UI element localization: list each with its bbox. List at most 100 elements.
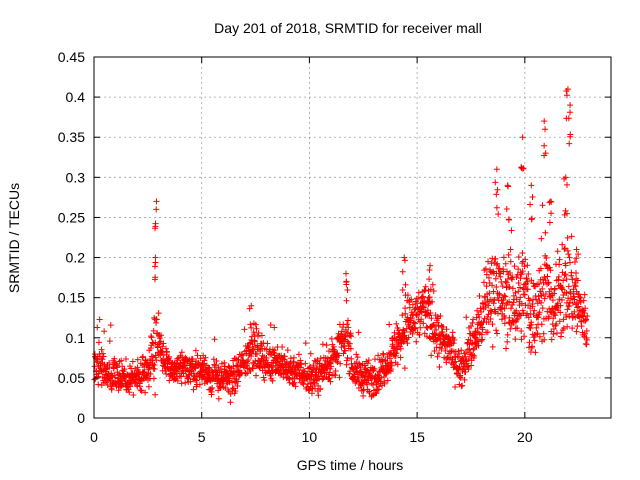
- data-point: [346, 340, 353, 347]
- data-point: [125, 386, 132, 393]
- data-point: [337, 360, 344, 367]
- data-point: [386, 367, 393, 374]
- data-point: [342, 334, 349, 341]
- data-point: [565, 115, 572, 122]
- data-point: [171, 370, 178, 377]
- data-point: [539, 202, 546, 209]
- data-point: [297, 357, 304, 364]
- data-point: [310, 362, 317, 369]
- data-point: [291, 379, 298, 386]
- data-point: [507, 325, 514, 332]
- data-point: [359, 380, 366, 387]
- data-point: [484, 313, 491, 320]
- data-point: [462, 369, 469, 376]
- chart-title: Day 201 of 2018, SRMTID for receiver mal…: [214, 20, 482, 36]
- data-point: [458, 347, 465, 354]
- data-point: [430, 321, 437, 328]
- data-point: [442, 347, 449, 354]
- data-point: [525, 314, 532, 321]
- data-point: [492, 275, 499, 282]
- data-point: [345, 324, 352, 331]
- data-point: [295, 351, 302, 358]
- data-point: [401, 365, 408, 372]
- data-point: [485, 302, 492, 309]
- data-point: [302, 360, 309, 367]
- data-point: [474, 307, 481, 314]
- data-point: [261, 377, 268, 384]
- data-point: [548, 336, 555, 343]
- data-point: [255, 330, 262, 337]
- data-point: [425, 287, 432, 294]
- data-point: [581, 291, 588, 298]
- data-point: [402, 305, 409, 312]
- data-point: [113, 383, 120, 390]
- data-point: [151, 263, 158, 270]
- data-point: [365, 357, 372, 364]
- data-point: [373, 390, 380, 397]
- data-point: [415, 295, 422, 302]
- data-point: [533, 324, 540, 331]
- data-point: [528, 182, 535, 189]
- data-point: [538, 299, 545, 306]
- data-point: [260, 357, 267, 364]
- data-point: [317, 385, 324, 392]
- data-point: [344, 321, 351, 328]
- x-tick-label: 5: [198, 429, 206, 445]
- data-point: [416, 331, 423, 338]
- data-point: [488, 260, 495, 267]
- data-point: [150, 375, 157, 382]
- data-point: [360, 392, 367, 399]
- data-point: [516, 311, 523, 318]
- data-point: [519, 268, 526, 275]
- data-point: [514, 315, 521, 322]
- data-point: [560, 325, 567, 332]
- y-tick-label: 0.35: [58, 129, 85, 145]
- data-point: [147, 370, 154, 377]
- data-point: [457, 375, 464, 382]
- data-point: [562, 245, 569, 252]
- data-point: [529, 343, 536, 350]
- data-point: [98, 346, 105, 353]
- data-point: [500, 297, 507, 304]
- data-point: [521, 263, 528, 270]
- data-point: [545, 279, 552, 286]
- data-point: [539, 285, 546, 292]
- data-point: [557, 309, 564, 316]
- data-point: [547, 267, 554, 274]
- data-point: [547, 292, 554, 299]
- data-point: [249, 347, 256, 354]
- data-point: [134, 356, 141, 363]
- data-point: [489, 343, 496, 350]
- data-point: [130, 392, 137, 399]
- data-point: [152, 274, 159, 281]
- data-point: [536, 333, 543, 340]
- data-point: [581, 310, 588, 317]
- data-point: [250, 346, 257, 353]
- data-point: [496, 291, 503, 298]
- data-point: [545, 313, 552, 320]
- data-point: [112, 361, 119, 368]
- data-point: [394, 361, 401, 368]
- data-point: [202, 354, 209, 361]
- data-point: [526, 339, 533, 346]
- data-point: [409, 301, 416, 308]
- data-point: [334, 359, 341, 366]
- data-point: [547, 308, 554, 315]
- data-point: [401, 254, 408, 261]
- data-point: [508, 305, 515, 312]
- data-point: [354, 354, 361, 361]
- data-point: [239, 352, 246, 359]
- data-point: [521, 333, 528, 340]
- data-point: [465, 366, 472, 373]
- data-point: [263, 354, 270, 361]
- data-point: [429, 322, 436, 329]
- data-point: [494, 310, 501, 317]
- data-point: [469, 352, 476, 359]
- data-point: [311, 357, 318, 364]
- data-point: [522, 256, 529, 263]
- data-point: [566, 302, 573, 309]
- data-point: [505, 251, 512, 258]
- data-point: [541, 336, 548, 343]
- data-point: [344, 354, 351, 361]
